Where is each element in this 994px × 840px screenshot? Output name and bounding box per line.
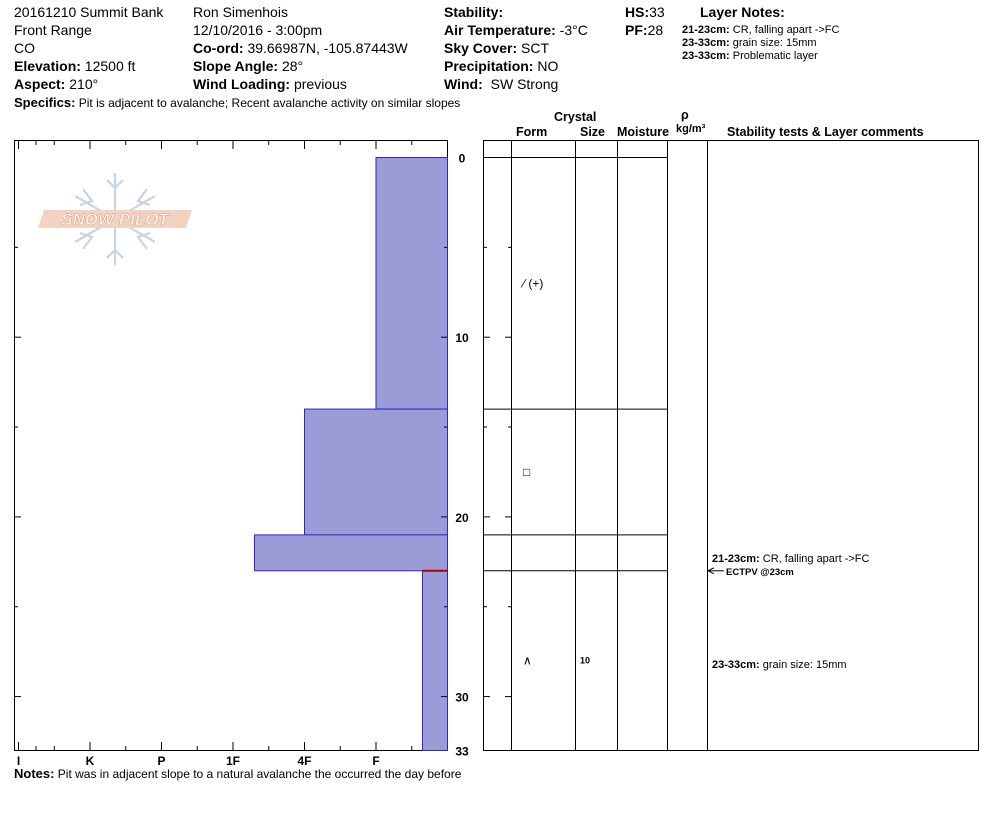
- hardness-tick-label: I: [17, 754, 20, 768]
- notes: Notes: Pit was in adjacent slope to a na…: [14, 766, 461, 781]
- moisture-header: Moisture: [617, 125, 670, 139]
- depth-tick-label: 0: [459, 152, 466, 166]
- specifics-label: Specifics:: [14, 95, 76, 110]
- coordinates: Co-ord: 39.66987N, -105.87443W: [193, 39, 408, 57]
- sky-cover: Sky Cover: SCT: [444, 39, 549, 57]
- logo-banner: [38, 210, 192, 228]
- layer-comment: 21-23cm: CR, falling apart ->FC: [712, 553, 869, 565]
- aspect-label: Aspect:: [14, 76, 66, 92]
- pf-value: 28: [647, 22, 664, 38]
- hardness-tick-label: 1F: [226, 754, 240, 768]
- pf: PF:28: [625, 21, 663, 39]
- air-temperature: Air Temperature: -3°C: [444, 21, 588, 39]
- rho-header: ρ: [681, 108, 689, 122]
- depth-tick-label: 20: [455, 511, 469, 525]
- crystal-header: Crystal: [554, 110, 597, 124]
- slope-angle: Slope Angle: 28°: [193, 57, 303, 75]
- depth-tick-label: 30: [455, 691, 469, 705]
- air-temp-value: -3°C: [559, 22, 588, 38]
- hs: HS:33: [625, 3, 665, 21]
- grain-form-symbol: ∧: [523, 654, 532, 668]
- aspect-value: 210°: [69, 76, 99, 92]
- wind-loading-value: previous: [293, 76, 347, 92]
- coord-value: 39.66987N, -105.87443W: [247, 40, 408, 56]
- density-unit-header: kg/m³: [676, 123, 706, 135]
- aspect: Aspect: 210°: [14, 75, 98, 93]
- depth-tick-label: 33: [455, 745, 469, 759]
- form-header: Form: [516, 125, 548, 139]
- arrow-head-icon: [706, 567, 715, 575]
- state: CO: [14, 40, 35, 56]
- elevation-value: 12500 ft: [84, 58, 136, 74]
- observer: Ron Simenhois: [193, 4, 288, 20]
- specifics: Specifics: Pit is adjacent to avalanche;…: [14, 95, 460, 110]
- layer-note-range: 21-23cm:: [682, 24, 730, 36]
- pf-label: PF:: [625, 22, 648, 38]
- hardness-tick-label: F: [372, 754, 379, 768]
- logo-text: SNOW PILOT: [61, 210, 170, 229]
- specifics-text: Pit is adjacent to avalanche; Recent ava…: [78, 96, 461, 110]
- region: Front Range: [14, 22, 92, 38]
- datetime: 12/10/2016 - 3:00pm: [193, 22, 323, 38]
- hardness-layer-bar: [421, 570, 449, 752]
- grain-form-symbol: □: [523, 465, 530, 479]
- layer-note-text: CR, falling apart ->FC: [732, 24, 840, 36]
- size-header: Size: [580, 125, 606, 139]
- hardness-layer-bar: [253, 534, 448, 572]
- hardness-tick-label: 4F: [297, 754, 311, 768]
- stability: Stability:: [444, 3, 503, 21]
- hs-value: 33: [649, 4, 665, 20]
- wind-loading-label: Wind Loading:: [193, 76, 291, 92]
- coord-label: Co-ord:: [193, 40, 244, 56]
- precipitation: Precipitation: NO: [444, 57, 558, 75]
- wind: Wind: SW Strong: [444, 75, 558, 93]
- hs-label: HS:: [625, 4, 650, 20]
- pit-name: 20161210 Summit Bank: [14, 4, 164, 20]
- notes-label: Notes:: [14, 766, 55, 781]
- layer-note-text: grain size: 15mm: [732, 37, 817, 49]
- hardness-layer-bar: [304, 408, 448, 536]
- layer-notes-title: Layer Notes:: [700, 4, 785, 20]
- layer-note: 23-33cm: Problematic layer: [682, 50, 818, 62]
- layer-note: 21-23cm: CR, falling apart ->FC: [682, 24, 839, 36]
- stability-test-result: ECTPV @23cm: [726, 567, 794, 578]
- stability-label: Stability:: [444, 4, 504, 20]
- depth-tick-label: 10: [455, 331, 469, 345]
- hardness-layer-bar: [375, 157, 448, 410]
- wind-loading: Wind Loading: previous: [193, 75, 347, 93]
- grain-form-symbol: ⁄ (+): [520, 276, 543, 290]
- elevation: Elevation: 12500 ft: [14, 57, 135, 75]
- precip-value: NO: [537, 58, 559, 74]
- notes-text: Pit was in adjacent slope to a natural a…: [57, 767, 462, 781]
- slope-label: Slope Angle:: [193, 58, 279, 74]
- precip-label: Precipitation:: [444, 58, 534, 74]
- layer-table-frame: [483, 140, 979, 751]
- grain-size-value: 10: [580, 656, 590, 666]
- layer-note-range: 23-33cm:: [682, 50, 730, 62]
- wind-value: SW Strong: [490, 76, 559, 92]
- hardness-tick-label: P: [157, 754, 165, 768]
- slope-value: 28°: [281, 58, 304, 74]
- elevation-label: Elevation:: [14, 58, 81, 74]
- stability-tests-header: Stability tests & Layer comments: [727, 125, 924, 139]
- layer-comment: 23-33cm: grain size: 15mm: [712, 659, 847, 671]
- layer-note: 23-33cm: grain size: 15mm: [682, 37, 817, 49]
- layer-note-range: 23-33cm:: [682, 37, 730, 49]
- hardness-tick-label: K: [86, 754, 95, 768]
- snowpilot-logo: SNOW PILOT: [38, 173, 192, 265]
- wind-label: Wind:: [444, 76, 483, 92]
- layer-note-text: Problematic layer: [732, 50, 818, 62]
- air-temp-label: Air Temperature:: [444, 22, 556, 38]
- sky-value: SCT: [521, 40, 550, 56]
- sky-label: Sky Cover:: [444, 40, 518, 56]
